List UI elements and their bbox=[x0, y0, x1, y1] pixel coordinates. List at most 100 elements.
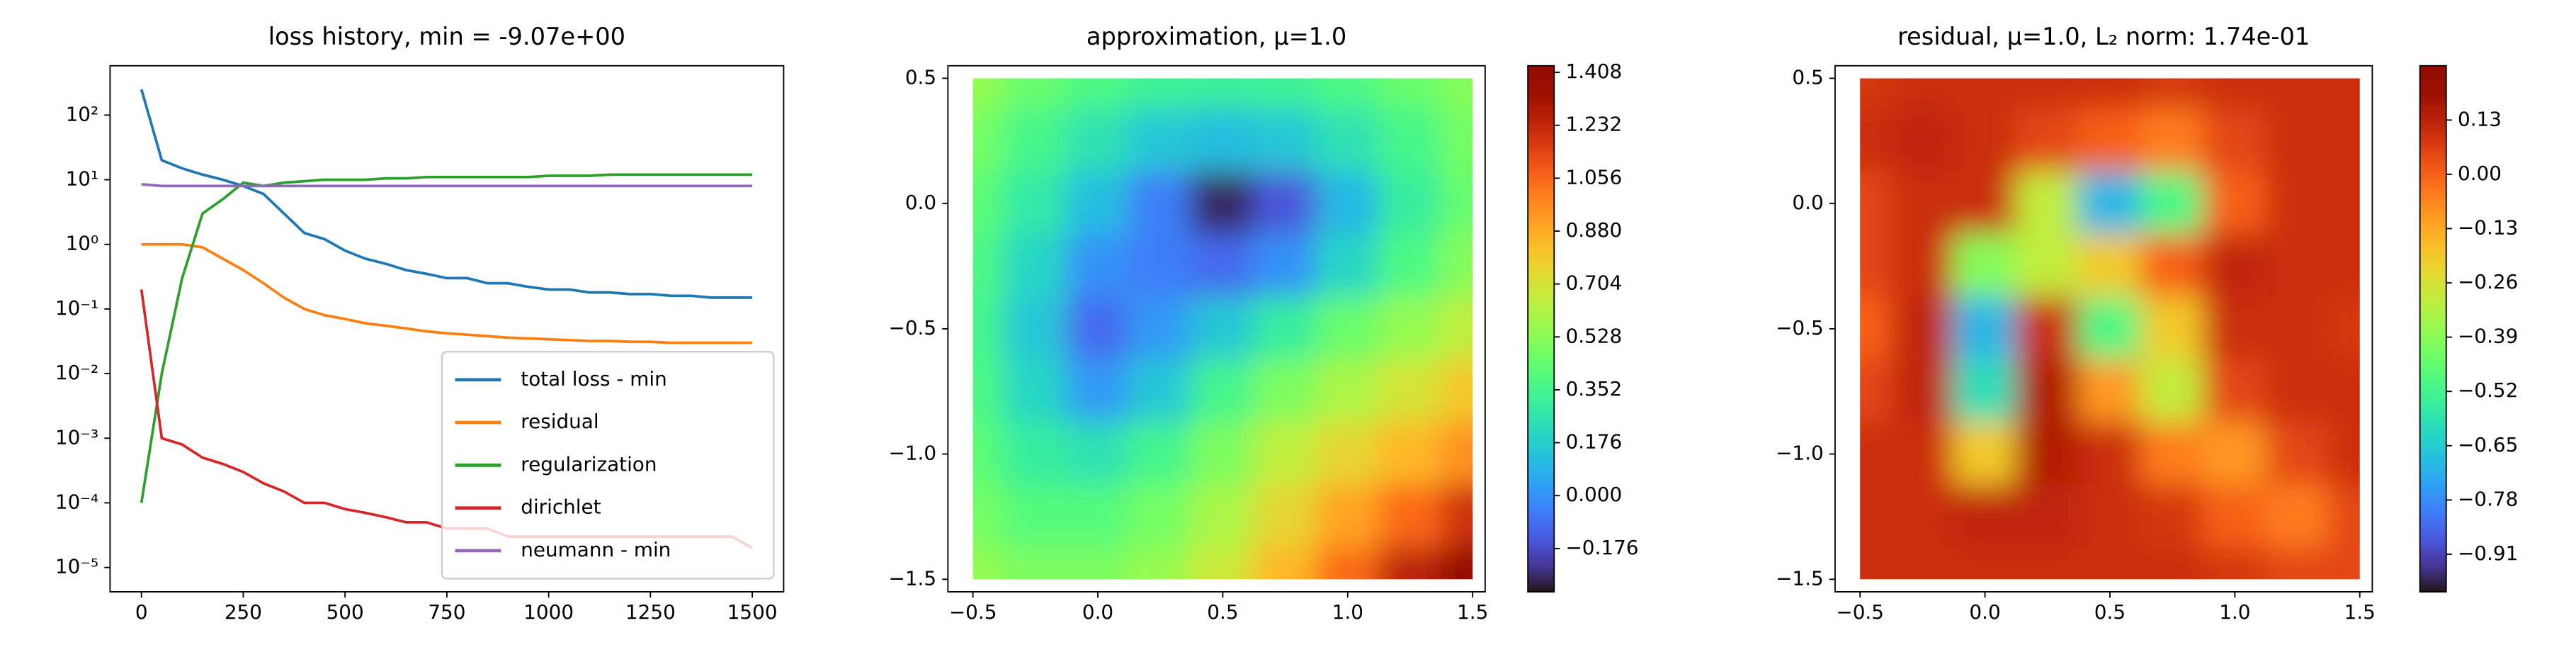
loss-line bbox=[141, 242, 753, 344]
heatmap-cell bbox=[1378, 359, 1443, 424]
heatmap-cell bbox=[2140, 422, 2205, 486]
colorbar-tick-label: 0.00 bbox=[2458, 162, 2502, 185]
heatmap-cell bbox=[1440, 422, 1473, 486]
heatmap-cell bbox=[2015, 484, 2080, 549]
y-tick-label: 0.5 bbox=[1792, 65, 1823, 89]
heatmap-cell bbox=[2203, 484, 2267, 549]
colorbar-tick-label: −0.26 bbox=[2458, 270, 2518, 293]
heatmap-cell bbox=[2140, 78, 2205, 111]
colorbar-tick-label: −0.176 bbox=[1565, 536, 1638, 559]
y-tick-label: 10¹ bbox=[66, 167, 99, 191]
heatmap-cell bbox=[1378, 546, 1443, 580]
y-tick-label: 10⁰ bbox=[66, 232, 99, 255]
legend-label: dirichlet bbox=[521, 495, 601, 519]
heatmap-cell bbox=[1191, 484, 1255, 549]
colorbar-tick-label: 0.704 bbox=[1565, 271, 1622, 295]
heatmap-cell bbox=[1003, 484, 1068, 549]
heatmap-cell bbox=[2203, 296, 2267, 361]
heatmap-cell bbox=[2265, 484, 2330, 549]
heatmap-cell bbox=[1191, 78, 1255, 111]
heatmap-cell bbox=[2203, 234, 2267, 298]
heatmap-cell bbox=[2077, 359, 2143, 424]
heatmap-cell bbox=[2327, 108, 2360, 174]
heatmap-cell bbox=[1191, 108, 1255, 174]
heatmap-cell bbox=[1253, 546, 1317, 580]
heatmap-cell bbox=[1065, 359, 1130, 424]
x-tick-label: 0.0 bbox=[1082, 600, 1113, 624]
heatmap-cell bbox=[2327, 78, 2360, 111]
heatmap-cell bbox=[1253, 422, 1317, 486]
heatmap-cell bbox=[2077, 296, 2143, 361]
heatmap-cells bbox=[972, 78, 1473, 580]
legend-label: regularization bbox=[521, 452, 657, 476]
heatmap-cell bbox=[1065, 296, 1130, 361]
x-tick-label: 1.5 bbox=[2344, 600, 2376, 624]
heatmap-cell bbox=[2265, 359, 2330, 424]
heatmap-cell bbox=[1378, 296, 1443, 361]
heatmap-cell bbox=[1003, 234, 1068, 298]
heatmap-cell bbox=[1315, 234, 1380, 298]
heatmap-cell bbox=[1128, 546, 1193, 580]
heatmap-cell bbox=[1860, 484, 1893, 549]
colorbar-tick-label: 0.13 bbox=[2458, 107, 2502, 130]
colorbar bbox=[2419, 64, 2447, 593]
heatmap-cell bbox=[2077, 171, 2143, 236]
y-tick-label: −1.0 bbox=[1776, 442, 1824, 465]
heatmap-cell bbox=[1003, 359, 1068, 424]
x-tick-label: −0.5 bbox=[949, 600, 997, 624]
x-tick-label: 1000 bbox=[523, 600, 574, 624]
y-tick-label: 10⁻³ bbox=[55, 425, 98, 449]
heatmap-cell bbox=[1860, 171, 1893, 236]
heatmap-cell bbox=[972, 422, 1005, 486]
heatmap-cell bbox=[1315, 484, 1380, 549]
heatmap-cell bbox=[1953, 108, 2017, 174]
colorbar-tick-label: 0.176 bbox=[1565, 430, 1622, 454]
heatmap-cell bbox=[2327, 171, 2360, 236]
heatmap-cell bbox=[1860, 296, 1893, 361]
heatmap-cell bbox=[1860, 234, 1893, 298]
heatmap-cell bbox=[2203, 359, 2267, 424]
heatmap-cell bbox=[2015, 234, 2080, 298]
heatmap-cell bbox=[1440, 546, 1473, 580]
heatmap-cell bbox=[2077, 78, 2143, 111]
x-tick-label: 500 bbox=[327, 600, 364, 624]
heatmap-cell bbox=[1253, 171, 1317, 236]
heatmap-cell bbox=[1890, 484, 1955, 549]
heatmap-cell bbox=[2077, 422, 2143, 486]
heatmap-cell bbox=[972, 171, 1005, 236]
heatmap-cell bbox=[2015, 171, 2080, 236]
heatmap-cell bbox=[1191, 422, 1255, 486]
heatmap-cell bbox=[1315, 171, 1380, 236]
colorbar-tick-label: −0.13 bbox=[2458, 215, 2518, 239]
colorbar-tick-label: 1.056 bbox=[1565, 165, 1622, 189]
heatmap-cell bbox=[2015, 359, 2080, 424]
x-tick-label: 1.5 bbox=[1457, 600, 1488, 624]
heatmap-cells bbox=[1860, 78, 2360, 580]
heatmap-cell bbox=[1378, 108, 1443, 174]
heatmap-cell bbox=[2015, 78, 2080, 111]
heatmap-cell bbox=[2265, 234, 2330, 298]
heatmap-cell bbox=[972, 296, 1005, 361]
heatmap-cell bbox=[1860, 422, 1893, 486]
colorbar-tick-label: 0.352 bbox=[1565, 377, 1622, 400]
y-tick-label: 10⁻² bbox=[55, 361, 98, 384]
heatmap-cell bbox=[972, 359, 1005, 424]
heatmap-cell bbox=[1953, 359, 2017, 424]
y-tick-label: 0.0 bbox=[905, 191, 936, 214]
heatmap-cell bbox=[1440, 359, 1473, 424]
heatmap-cell bbox=[2265, 78, 2330, 111]
heatmap-cell bbox=[1860, 78, 1893, 111]
y-tick-label: 10² bbox=[66, 102, 99, 125]
heatmap bbox=[1860, 78, 2360, 580]
heatmap-cell bbox=[2077, 108, 2143, 174]
y-tick-label: 10⁻⁴ bbox=[55, 490, 98, 513]
heatmap-cell bbox=[1890, 234, 1955, 298]
heatmap-cell bbox=[2327, 234, 2360, 298]
heatmap-cell bbox=[2077, 484, 2143, 549]
legend-box bbox=[441, 351, 775, 580]
heatmap-cell bbox=[972, 78, 1005, 111]
heatmap-cell bbox=[1191, 296, 1255, 361]
heatmap-cell bbox=[1065, 422, 1130, 486]
x-tick-label: −0.5 bbox=[1836, 600, 1884, 624]
colorbar-tick-label: 1.232 bbox=[1565, 113, 1622, 136]
